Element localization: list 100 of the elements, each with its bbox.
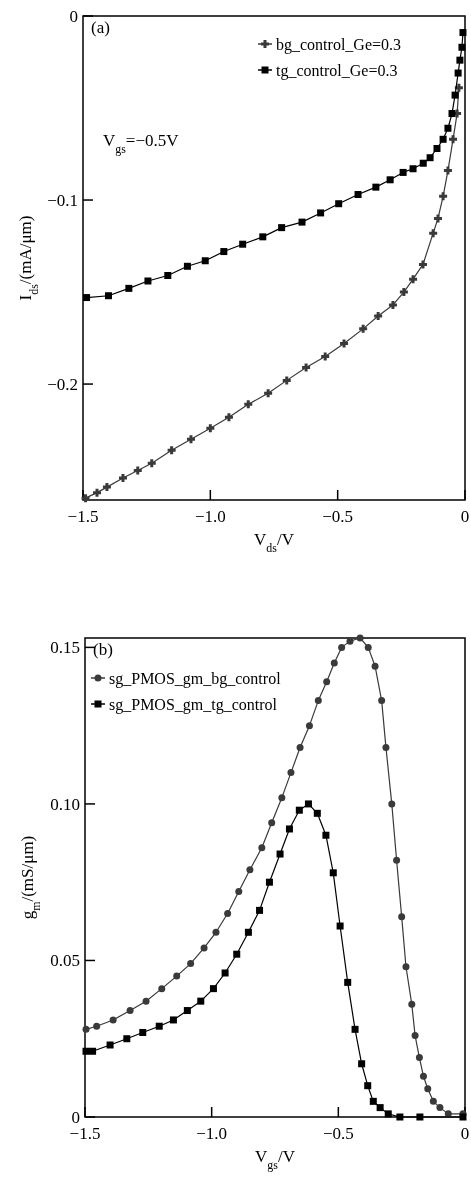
point — [317, 209, 325, 217]
point — [221, 969, 229, 977]
point — [158, 985, 166, 993]
point — [82, 1025, 90, 1033]
point — [369, 1097, 377, 1105]
legend-label: bg_control_Ge=0.3 — [276, 35, 401, 54]
point — [83, 294, 91, 302]
point — [89, 1047, 97, 1055]
point — [386, 176, 394, 184]
point — [354, 191, 362, 199]
point — [376, 1104, 384, 1112]
point — [408, 1000, 416, 1008]
point — [233, 950, 241, 958]
point — [448, 110, 456, 118]
point — [458, 43, 466, 51]
annotation: (a) — [91, 18, 110, 37]
x-tick-label: −0.5 — [322, 1124, 354, 1143]
point — [246, 866, 254, 874]
x-tick-label: −1.5 — [69, 1124, 101, 1143]
point — [109, 1016, 117, 1024]
x-tick-label: 0 — [460, 507, 470, 526]
point — [155, 1022, 163, 1030]
point — [125, 284, 133, 292]
point — [304, 800, 312, 808]
point — [409, 165, 417, 173]
y-tick-label: 0.05 — [50, 951, 80, 971]
point — [209, 985, 217, 993]
point — [388, 800, 396, 808]
point — [371, 662, 379, 670]
legend-label: sg_PMOS_gm_bg_control — [109, 669, 282, 688]
point — [164, 271, 172, 279]
point — [285, 825, 293, 833]
point — [142, 997, 150, 1005]
point — [429, 1097, 437, 1105]
point — [183, 1007, 191, 1015]
point — [278, 794, 286, 802]
y-tick-label: −0.2 — [47, 375, 78, 395]
x-tick-label: −1.0 — [194, 507, 226, 526]
point — [200, 944, 208, 952]
point — [426, 154, 434, 162]
point — [330, 659, 338, 667]
y-tick-label: 0.15 — [50, 638, 80, 658]
point — [224, 910, 232, 917]
x-tick-label: 0 — [460, 1124, 470, 1143]
point — [378, 697, 386, 705]
point — [358, 1060, 366, 1068]
point — [314, 697, 322, 705]
point — [364, 643, 372, 651]
point — [244, 928, 252, 936]
x-tick-label: −1.5 — [67, 507, 99, 526]
x-axis-title: V$_{gs}$/V — [255, 1147, 296, 1172]
point — [123, 1035, 131, 1043]
point — [444, 124, 452, 132]
point — [399, 168, 407, 176]
point — [305, 722, 313, 730]
point — [338, 643, 346, 651]
point — [298, 218, 306, 226]
y-tick-label: 0 — [69, 6, 78, 26]
point — [173, 972, 181, 980]
point — [329, 869, 337, 877]
point — [104, 292, 112, 300]
point — [239, 240, 247, 248]
x-tick-label: −1.0 — [196, 1124, 228, 1143]
point — [265, 878, 273, 886]
legend-label: tg_control_Ge=0.3 — [276, 61, 398, 80]
point — [268, 819, 276, 827]
point — [336, 922, 344, 930]
point — [344, 978, 352, 986]
point — [256, 906, 264, 914]
point — [439, 135, 447, 143]
point — [106, 1041, 114, 1049]
point — [396, 1113, 404, 1121]
point — [322, 831, 330, 839]
point — [436, 1104, 444, 1112]
point — [424, 1085, 432, 1093]
point — [459, 29, 467, 37]
point — [433, 145, 441, 152]
annotation: V$_{gs}$=−0.5V — [103, 131, 180, 156]
point — [356, 634, 364, 642]
x-axis-title: V$_{ds}$/V — [254, 530, 295, 555]
y-tick-label: 0 — [71, 1107, 80, 1127]
point — [187, 960, 195, 968]
point — [384, 1110, 392, 1118]
y-tick-label: 0.10 — [50, 794, 80, 814]
point — [416, 1113, 424, 1121]
point — [183, 262, 191, 270]
annotation: (b) — [93, 640, 113, 659]
point — [169, 1016, 177, 1024]
point — [212, 928, 220, 936]
y-tick-label: −0.1 — [47, 190, 78, 210]
point — [372, 183, 380, 191]
point — [144, 277, 152, 285]
point — [393, 856, 401, 864]
point — [126, 1007, 134, 1015]
point — [235, 888, 243, 896]
point — [93, 1022, 101, 1030]
point — [454, 69, 462, 77]
point — [139, 1028, 147, 1036]
point — [402, 963, 410, 971]
point — [398, 913, 406, 921]
